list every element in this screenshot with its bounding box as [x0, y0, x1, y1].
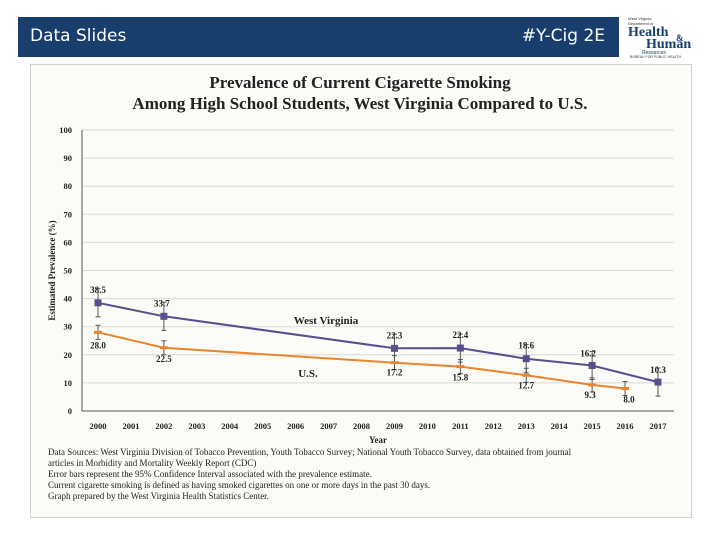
wv-data-point: [390, 344, 398, 352]
logo-line2: Department of: [628, 21, 654, 26]
data-label: 38.5: [90, 285, 106, 295]
wvdhhr-logo: West Virginia Department of Health & Hum…: [624, 15, 712, 59]
y-tick-label: 100: [59, 125, 72, 135]
x-tick-label: 2000: [90, 421, 107, 431]
wv-data-point: [94, 299, 102, 307]
data-label: 28.0: [90, 340, 106, 350]
logo-word-health: Health: [628, 25, 669, 40]
wv-series-label: West Virginia: [294, 315, 359, 327]
note-line: Current cigarette smoking is defined as …: [48, 480, 431, 490]
us-data-point: [588, 383, 597, 387]
y-tick-label: 60: [64, 237, 73, 247]
data-label: 22.5: [156, 354, 172, 364]
logo-word-resources: Resources: [642, 50, 666, 56]
x-tick-label: 2011: [452, 421, 469, 431]
data-label: 17.2: [387, 368, 403, 378]
data-label: 22.4: [452, 330, 468, 340]
wv-data-point: [456, 344, 464, 352]
logo-word-human: Human: [646, 37, 692, 52]
us-data-point: [621, 387, 630, 391]
us-data-point: [390, 361, 399, 365]
chart-title: Prevalence of Current Cigarette Smoking: [209, 73, 511, 92]
chart-frame: [30, 64, 692, 518]
y-tick-label: 80: [64, 181, 73, 191]
data-label: 8.0: [623, 395, 635, 405]
us-data-point: [456, 365, 465, 369]
y-tick-label: 90: [64, 153, 73, 163]
note-line: Graph prepared by the West Virginia Heal…: [48, 491, 269, 501]
x-tick-label: 2015: [584, 421, 601, 431]
us-data-point: [522, 373, 531, 377]
slide-header: Data Slides #Y-Cig 2E: [18, 17, 619, 57]
x-tick-label: 2003: [188, 421, 205, 431]
x-tick-label: 2004: [221, 421, 239, 431]
data-label: 10.3: [650, 365, 666, 375]
x-tick-label: 2009: [386, 421, 403, 431]
header-left-label: Data Slides: [30, 26, 127, 46]
data-label: 12.7: [518, 380, 534, 390]
x-tick-label: 2010: [419, 421, 436, 431]
x-tick-label: 2006: [287, 421, 304, 431]
note-line: articles in Morbidity and Mortality Week…: [48, 458, 257, 468]
header-right-label: #Y-Cig 2E: [521, 26, 605, 46]
y-tick-label: 40: [64, 294, 73, 304]
y-tick-label: 10: [64, 378, 73, 388]
y-tick-label: 20: [64, 350, 73, 360]
wv-data-point: [654, 378, 662, 386]
chart-subtitle: Among High School Students, West Virgini…: [132, 94, 588, 113]
logo-line1: West Virginia: [628, 16, 652, 21]
note-line: Error bars represent the 95% Confidence …: [48, 469, 372, 479]
data-label: 18.6: [518, 341, 534, 351]
data-label: 33.7: [154, 298, 170, 308]
wv-data-point: [588, 361, 596, 369]
data-label: 15.8: [452, 373, 468, 383]
note-line: Data Sources: West Virginia Division of …: [48, 447, 572, 457]
logo-amp: &: [676, 33, 684, 43]
us-data-point: [159, 346, 168, 350]
data-label: 22.3: [387, 330, 403, 340]
us-series-label: U.S.: [298, 368, 318, 380]
y-tick-label: 70: [64, 209, 73, 219]
x-tick-label: 2008: [353, 421, 370, 431]
y-tick-label: 50: [64, 266, 73, 276]
x-tick-label: 2005: [254, 421, 271, 431]
data-label: 9.3: [584, 390, 596, 400]
x-tick-label: 2001: [122, 421, 139, 431]
wv-data-point: [522, 355, 530, 363]
x-tick-label: 2002: [155, 421, 172, 431]
wv-data-point: [160, 312, 168, 320]
logo-tagline: BUREAU FOR PUBLIC HEALTH: [630, 55, 682, 59]
x-tick-label: 2017: [650, 421, 668, 431]
x-axis-title: Year: [369, 435, 387, 445]
us-data-point: [94, 330, 102, 334]
chart-notes: Data Sources: West Virginia Division of …: [48, 447, 678, 502]
x-tick-label: 2014: [551, 421, 569, 431]
x-tick-label: 2016: [617, 421, 634, 431]
x-tick-label: 2012: [485, 421, 502, 431]
wv-series-line: [97, 301, 659, 384]
y-axis-title: Estimated Prevalence (%): [47, 220, 57, 320]
x-tick-label: 2013: [518, 421, 535, 431]
y-tick-label: 0: [68, 406, 72, 416]
x-tick-label: 2007: [320, 421, 338, 431]
y-tick-label: 30: [64, 322, 73, 332]
data-label: 16.2: [580, 348, 596, 358]
